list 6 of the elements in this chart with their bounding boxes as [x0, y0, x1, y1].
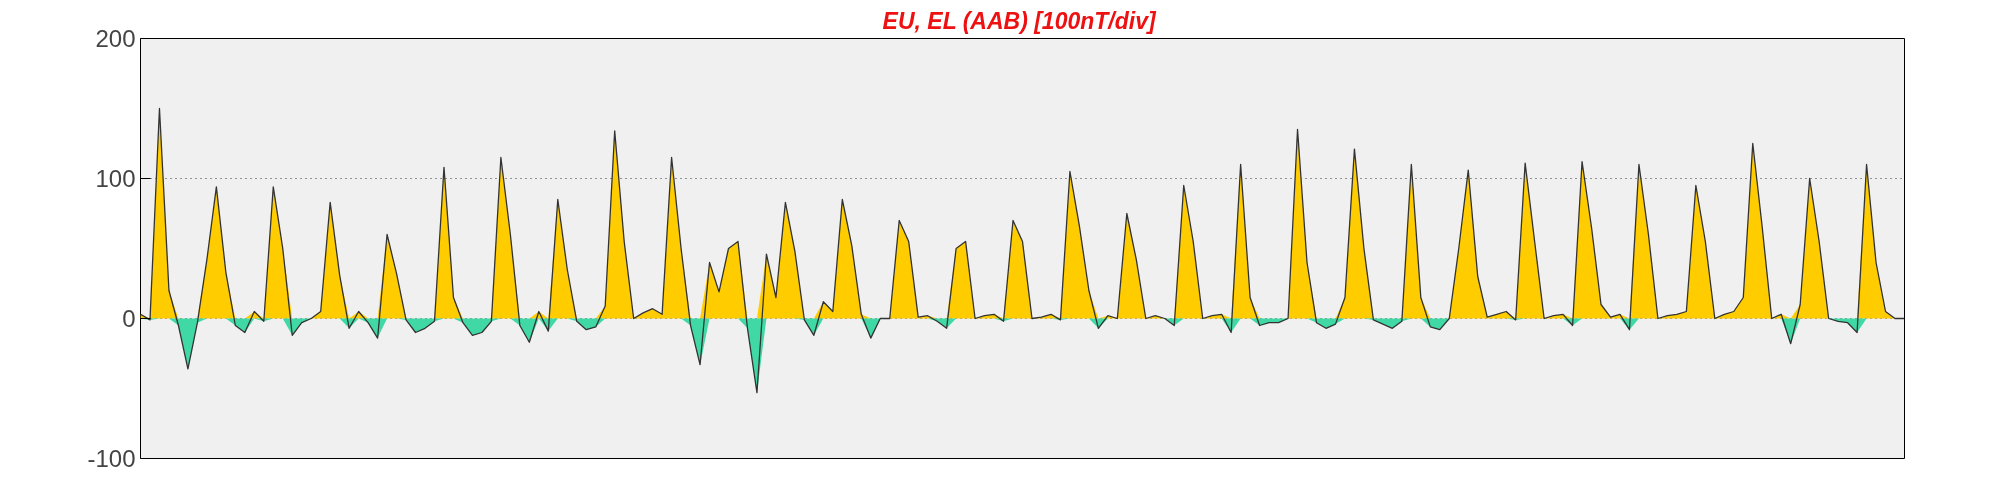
y-tick-label: 0	[122, 305, 136, 332]
chart-title: EU, EL (AAB) [100nT/div]	[882, 7, 1157, 34]
y-tick-label: 100	[95, 165, 136, 192]
y-tick-label: -100	[87, 445, 136, 472]
line-series	[140, 107, 1905, 394]
y-tick-label: 200	[95, 25, 136, 52]
